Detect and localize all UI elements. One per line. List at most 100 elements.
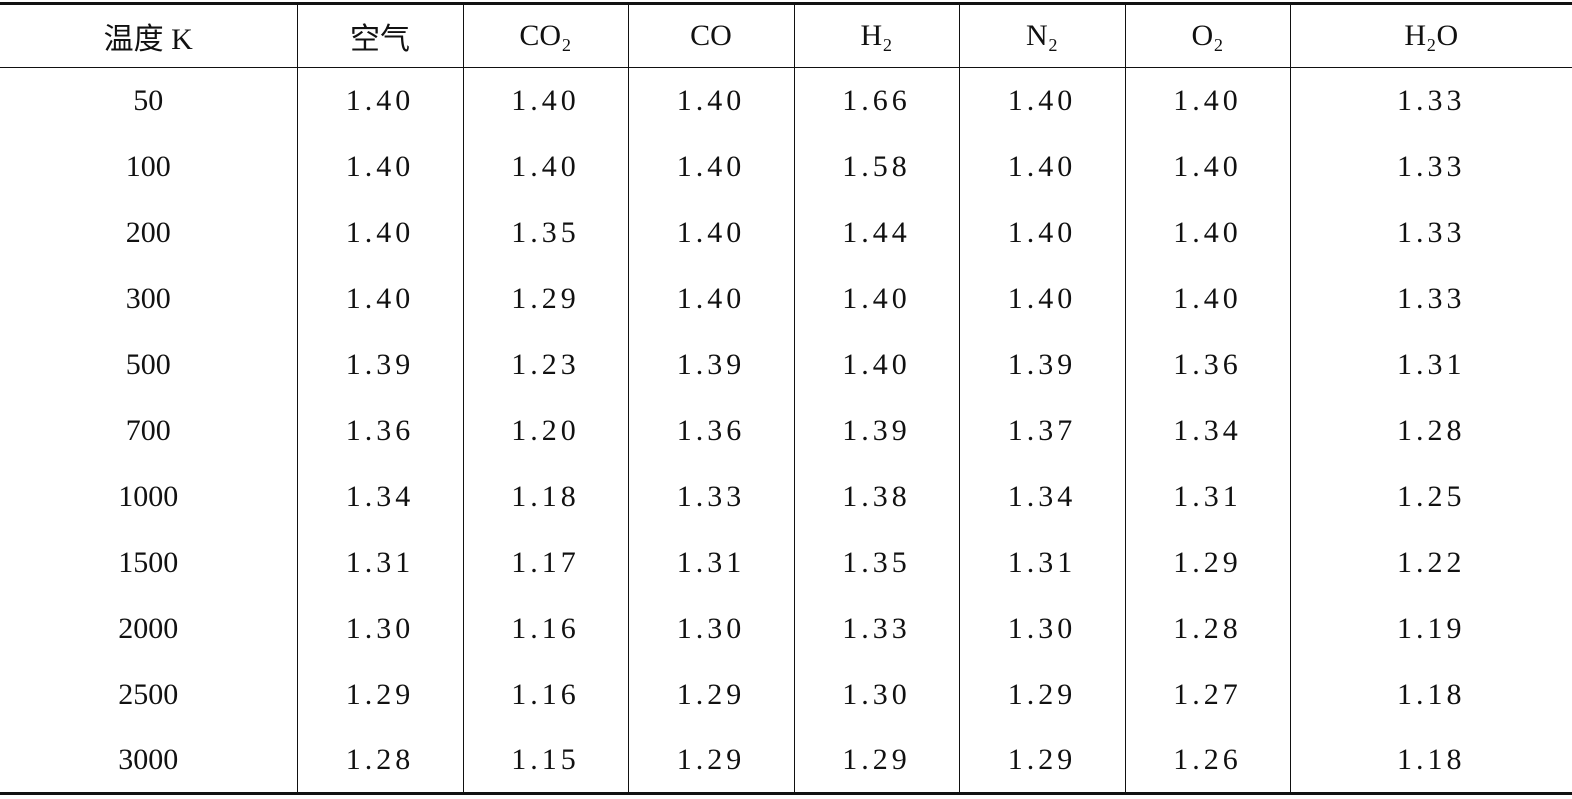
value-cell: 1.23 <box>462 331 628 398</box>
value-cell: 1.31 <box>1289 331 1572 398</box>
value-cell: 1.40 <box>1124 265 1290 332</box>
value-cell: 1.34 <box>958 463 1125 530</box>
value-cell: 1.29 <box>793 727 959 794</box>
value-cell: 1.22 <box>1289 529 1572 596</box>
value-cell: 1.40 <box>627 199 794 266</box>
header-cell: CO₂ <box>462 3 628 68</box>
value-cell: 1.40 <box>793 265 959 332</box>
header-cell: CO <box>627 3 794 68</box>
value-cell: 1.33 <box>1289 67 1572 134</box>
value-cell: 1.27 <box>1124 661 1290 728</box>
value-cell: 1.16 <box>462 661 628 728</box>
value-cell: 1.16 <box>462 595 628 662</box>
value-cell: 1.18 <box>1289 661 1572 728</box>
value-cell: 1.40 <box>627 265 794 332</box>
table-row: 500 1.39 1.23 1.39 1.40 1.39 1.36 1.31 <box>0 331 1572 398</box>
header-cell: 温度 K <box>0 3 297 68</box>
value-cell: 1.18 <box>1289 727 1572 794</box>
value-cell: 1.36 <box>627 397 794 464</box>
header-cell: 空气 <box>296 3 463 68</box>
value-cell: 1.30 <box>627 595 794 662</box>
value-cell: 1.40 <box>296 67 463 134</box>
temperature-cell: 2500 <box>118 677 179 711</box>
header-cell: N₂ <box>958 3 1125 68</box>
temperature-cell: 100 <box>125 149 171 183</box>
value-cell: 1.28 <box>296 727 463 794</box>
temperature-cell: 1000 <box>118 479 179 513</box>
value-cell: 1.40 <box>627 67 794 134</box>
table-header: 温度 K 空气 CO₂ CO H₂ N₂ O₂ H₂O <box>0 3 1572 68</box>
value-cell: 1.36 <box>296 397 463 464</box>
header-cell: H₂ <box>793 3 959 68</box>
value-cell: 1.29 <box>462 265 628 332</box>
table-row: 1000 1.34 1.18 1.33 1.38 1.34 1.31 1.25 <box>0 463 1572 530</box>
table-row: 700 1.36 1.20 1.36 1.39 1.37 1.34 1.28 <box>0 397 1572 464</box>
value-cell: 1.31 <box>1124 463 1290 530</box>
value-cell: 1.25 <box>1289 463 1572 530</box>
value-cell: 1.40 <box>462 67 628 134</box>
value-cell: 1.39 <box>793 397 959 464</box>
table-row: 2500 1.29 1.16 1.29 1.30 1.29 1.27 1.18 <box>0 661 1572 728</box>
value-cell: 1.40 <box>958 67 1125 134</box>
value-cell: 1.38 <box>793 463 959 530</box>
temperature-cell: 300 <box>125 281 171 315</box>
value-cell: 1.20 <box>462 397 628 464</box>
value-cell: 1.33 <box>793 595 959 662</box>
value-cell: 1.34 <box>1124 397 1290 464</box>
value-cell: 1.19 <box>1289 595 1572 662</box>
value-cell: 1.58 <box>793 133 959 200</box>
value-cell: 1.31 <box>958 529 1125 596</box>
value-cell: 1.29 <box>958 661 1125 728</box>
value-cell: 1.39 <box>627 331 794 398</box>
value-cell: 1.29 <box>958 727 1125 794</box>
value-cell: 1.30 <box>296 595 463 662</box>
value-cell: 1.36 <box>1124 331 1290 398</box>
value-cell: 1.18 <box>462 463 628 530</box>
value-cell: 1.33 <box>1289 133 1572 200</box>
value-cell: 1.33 <box>1289 265 1572 332</box>
value-cell: 1.66 <box>793 67 959 134</box>
temperature-cell: 700 <box>125 413 171 447</box>
table-row: 3000 1.28 1.15 1.29 1.29 1.29 1.26 1.18 <box>0 727 1572 794</box>
value-cell: 1.33 <box>627 463 794 530</box>
value-cell: 1.33 <box>1289 199 1572 266</box>
table-row: 300 1.40 1.29 1.40 1.40 1.40 1.40 1.33 <box>0 265 1572 332</box>
header-row: 温度 K 空气 CO₂ CO H₂ N₂ O₂ H₂O <box>0 3 1572 68</box>
header-cell: H₂O <box>1289 3 1572 68</box>
value-cell: 1.15 <box>462 727 628 794</box>
temperature-cell: 200 <box>125 215 171 249</box>
value-cell: 1.29 <box>627 661 794 728</box>
value-cell: 1.40 <box>462 133 628 200</box>
value-cell: 1.40 <box>958 133 1125 200</box>
value-cell: 1.37 <box>958 397 1125 464</box>
value-cell: 1.29 <box>296 661 463 728</box>
value-cell: 1.29 <box>627 727 794 794</box>
value-cell: 1.40 <box>793 331 959 398</box>
table-row: 50 1.40 1.40 1.40 1.66 1.40 1.40 1.33 <box>0 67 1572 134</box>
value-cell: 1.40 <box>296 199 463 266</box>
value-cell: 1.34 <box>296 463 463 530</box>
table-row: 1500 1.31 1.17 1.31 1.35 1.31 1.29 1.22 <box>0 529 1572 596</box>
value-cell: 1.29 <box>1124 529 1290 596</box>
value-cell: 1.39 <box>296 331 463 398</box>
value-cell: 1.35 <box>462 199 628 266</box>
header-cell: O₂ <box>1124 3 1290 68</box>
temperature-cell: 3000 <box>118 742 179 776</box>
value-cell: 1.40 <box>958 265 1125 332</box>
temperature-cell: 500 <box>125 347 171 381</box>
value-cell: 1.17 <box>462 529 628 596</box>
value-cell: 1.35 <box>793 529 959 596</box>
temperature-cell: 1500 <box>118 545 179 579</box>
table-row: 2000 1.30 1.16 1.30 1.33 1.30 1.28 1.19 <box>0 595 1572 662</box>
value-cell: 1.28 <box>1124 595 1290 662</box>
temperature-cell: 2000 <box>118 611 179 645</box>
value-cell: 1.31 <box>296 529 463 596</box>
value-cell: 1.40 <box>958 199 1125 266</box>
value-cell: 1.31 <box>627 529 794 596</box>
value-cell: 1.44 <box>793 199 959 266</box>
value-cell: 1.30 <box>793 661 959 728</box>
table-row: 200 1.40 1.35 1.40 1.44 1.40 1.40 1.33 <box>0 199 1572 266</box>
value-cell: 1.40 <box>1124 199 1290 266</box>
